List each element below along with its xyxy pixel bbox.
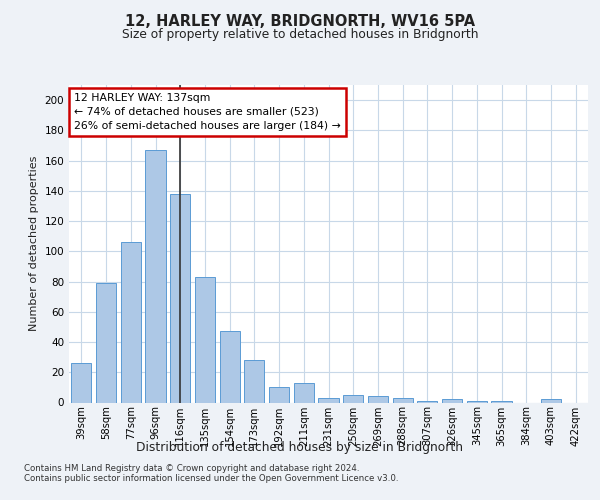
Bar [541,400,561,402]
Text: 12, HARLEY WAY, BRIDGNORTH, WV16 5PA: 12, HARLEY WAY, BRIDGNORTH, WV16 5PA [125,14,475,29]
Bar [392,398,413,402]
Bar [293,383,314,402]
Bar [220,332,240,402]
Bar [71,363,91,403]
Text: Contains HM Land Registry data © Crown copyright and database right 2024.
Contai: Contains HM Land Registry data © Crown c… [24,464,398,483]
Bar [319,398,338,402]
Bar [195,277,215,402]
Bar [417,401,437,402]
Bar [368,396,388,402]
Bar [145,150,166,403]
Text: 12 HARLEY WAY: 137sqm
← 74% of detached houses are smaller (523)
26% of semi-det: 12 HARLEY WAY: 137sqm ← 74% of detached … [74,93,341,131]
Bar [343,395,364,402]
Bar [121,242,141,402]
Bar [442,400,462,402]
Bar [96,283,116,403]
Bar [491,401,512,402]
Y-axis label: Number of detached properties: Number of detached properties [29,156,39,332]
Text: Size of property relative to detached houses in Bridgnorth: Size of property relative to detached ho… [122,28,478,41]
Bar [170,194,190,402]
Text: Distribution of detached houses by size in Bridgnorth: Distribution of detached houses by size … [137,441,464,454]
Bar [244,360,265,403]
Bar [269,388,289,402]
Bar [467,401,487,402]
